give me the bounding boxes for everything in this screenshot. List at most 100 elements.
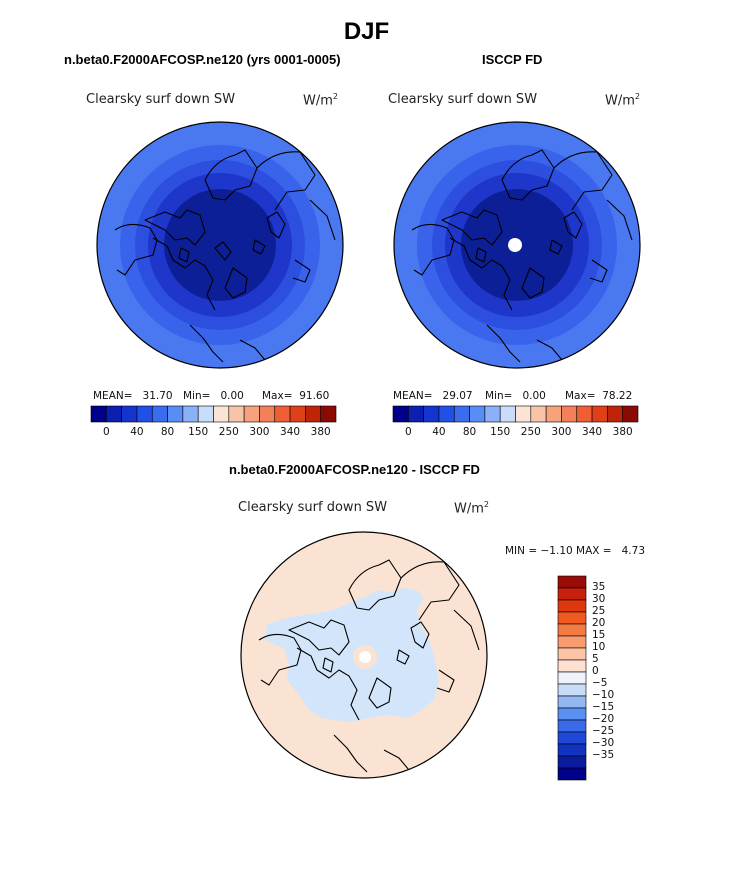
colorbar-swatch — [259, 405, 276, 423]
diff-panel-title: n.beta0.F2000AFCOSP.ne120 - ISCCP FD — [229, 462, 480, 477]
colorbar-swatch — [557, 719, 587, 733]
colorbar-swatch — [515, 405, 532, 423]
colorbar-tick-label: 300 — [551, 426, 572, 438]
colorbar-swatch — [106, 405, 122, 423]
colorbar-swatch — [557, 755, 587, 769]
colorbar-tick-label: 300 — [249, 426, 270, 438]
panel-1-max: Max= 91.60 — [262, 390, 330, 402]
colorbar-swatch — [213, 405, 230, 423]
colorbar-tick-label: 35 — [592, 581, 606, 593]
colorbar-swatch — [591, 405, 608, 423]
panel-2-title: ISCCP FD — [482, 52, 543, 67]
colorbar-tick-label: 150 — [188, 426, 209, 438]
colorbar-swatch — [557, 671, 587, 685]
colorbar-swatch — [243, 405, 260, 423]
colorbar-tick-label: 0 — [404, 426, 412, 438]
colorbar-swatch — [136, 405, 153, 423]
colorbar-swatch — [576, 405, 593, 423]
colorbar-tick-label: 30 — [592, 593, 606, 605]
colorbar-swatch — [557, 659, 587, 673]
panel-1-map — [96, 121, 344, 369]
colorbar-tick-label: 20 — [592, 617, 606, 629]
colorbar-swatch — [557, 623, 587, 637]
pole-hole — [508, 238, 522, 252]
colorbar-top-left-labels: 0 40 80 150 250 300 340 380 — [91, 426, 336, 440]
panel-1-variable: Clearsky surf down SW — [86, 92, 236, 107]
page-title: DJF — [343, 18, 390, 45]
colorbar-swatch — [557, 731, 587, 745]
colorbar-top-left — [90, 405, 337, 423]
coastlines — [114, 149, 336, 363]
colorbar-swatch — [197, 405, 214, 423]
colorbar-tick-label: −35 — [592, 749, 615, 761]
colorbar-tick-label: 250 — [520, 426, 541, 438]
colorbar-swatch — [182, 405, 199, 423]
colorbar-swatch — [499, 405, 516, 423]
colorbar-swatch — [557, 683, 587, 697]
colorbar-swatch — [484, 405, 501, 423]
panel-1-title: n.beta0.F2000AFCOSP.ne120 (yrs 0001-0005… — [64, 52, 341, 67]
map-ring-inner — [164, 189, 276, 301]
colorbar-swatch — [557, 635, 587, 649]
colorbar-swatch — [545, 405, 562, 423]
colorbar-swatch — [557, 647, 587, 661]
colorbar-swatch — [121, 405, 138, 423]
colorbar-tick-label: 150 — [490, 426, 511, 438]
colorbar-swatch — [557, 767, 587, 781]
colorbar-swatch — [423, 405, 440, 423]
colorbar-tick-label: 0 — [592, 665, 599, 677]
colorbar-tick-label: 0 — [102, 426, 110, 438]
colorbar-tick-label: −25 — [592, 725, 615, 737]
diff-pole-hole — [359, 651, 371, 663]
colorbar-swatch — [453, 405, 470, 423]
coastlines — [258, 559, 480, 773]
colorbar-tick-label: −10 — [592, 689, 615, 701]
colorbar-tick-label: 340 — [280, 426, 301, 438]
diff-panel-units: W/m2 — [454, 500, 489, 517]
diff-panel-map — [240, 531, 488, 779]
colorbar-tick-label: 80 — [462, 426, 477, 438]
diff-panel-variable: Clearsky surf down SW — [238, 500, 388, 515]
panel-1-min: Min= 0.00 — [183, 390, 244, 402]
colorbar-top-right — [392, 405, 639, 423]
colorbar-swatch — [305, 405, 321, 423]
colorbar-tick-label: −30 — [592, 737, 615, 749]
diff-negative-region — [264, 588, 439, 722]
colorbar-swatch — [289, 405, 306, 423]
colorbar-top-right-labels: 0 40 80 150 250 300 340 380 — [393, 426, 638, 440]
colorbar-swatch — [557, 587, 587, 601]
colorbar-tick-label: 80 — [160, 426, 175, 438]
panel-2-min: Min= 0.00 — [485, 390, 546, 402]
colorbar-tick-label: 25 — [592, 605, 606, 617]
panel-1-mean: MEAN= 31.70 — [93, 390, 173, 402]
colorbar-swatch — [392, 405, 409, 423]
colorbar-tick-label: −20 — [592, 713, 615, 725]
colorbar-swatch — [557, 695, 587, 709]
colorbar-swatch — [228, 405, 245, 423]
colorbar-tick-label: 380 — [310, 426, 331, 438]
colorbar-swatch — [90, 405, 107, 423]
colorbar-tick-label: 15 — [592, 629, 606, 641]
colorbar-swatch — [469, 405, 486, 423]
colorbar-swatch — [167, 405, 184, 423]
panel-2-map — [393, 121, 641, 369]
colorbar-tick-label: 250 — [218, 426, 239, 438]
colorbar-swatch — [408, 405, 424, 423]
colorbar-tick-label: 10 — [592, 641, 606, 653]
colorbar-swatch — [530, 405, 547, 423]
colorbar-swatch — [557, 575, 587, 589]
diff-min-max: MIN = −1.10 MAX = 4.73 — [505, 545, 646, 557]
colorbar-diff — [557, 575, 587, 781]
colorbar-tick-label: 40 — [432, 426, 446, 438]
colorbar-diff-labels: 35 30 25 20 15 10 5 0 −5 −10 −15 −20 −25 −30 −35 — [592, 576, 652, 780]
panel-2-units: W/m2 — [605, 92, 640, 109]
panel-2-max: Max= 78.22 — [565, 390, 633, 402]
panel-1-units: W/m2 — [303, 92, 338, 109]
colorbar-tick-label: 340 — [582, 426, 603, 438]
panel-2-mean: MEAN= 29.07 — [393, 390, 473, 402]
panel-2-variable: Clearsky surf down SW — [388, 92, 538, 107]
colorbar-swatch — [151, 405, 168, 423]
colorbar-swatch — [557, 707, 587, 721]
colorbar-swatch — [557, 611, 587, 625]
colorbar-swatch — [622, 405, 639, 423]
